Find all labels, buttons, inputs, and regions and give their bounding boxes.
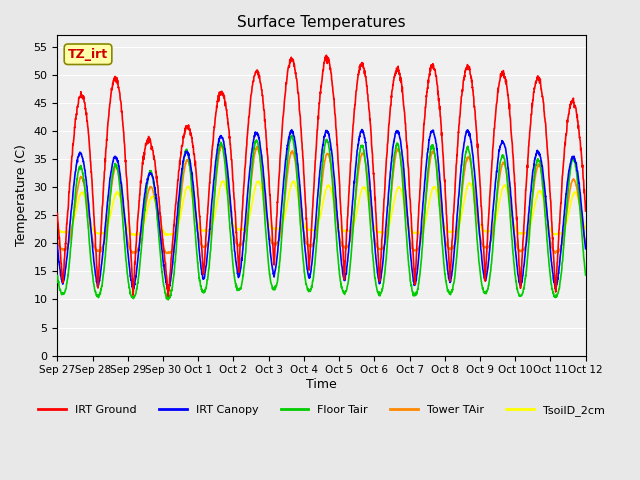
Y-axis label: Temperature (C): Temperature (C) [15,144,28,246]
Text: TZ_irt: TZ_irt [68,48,108,61]
Title: Surface Temperatures: Surface Temperatures [237,15,406,30]
Legend: IRT Ground, IRT Canopy, Floor Tair, Tower TAir, TsoilD_2cm: IRT Ground, IRT Canopy, Floor Tair, Towe… [34,401,609,420]
X-axis label: Time: Time [306,378,337,391]
